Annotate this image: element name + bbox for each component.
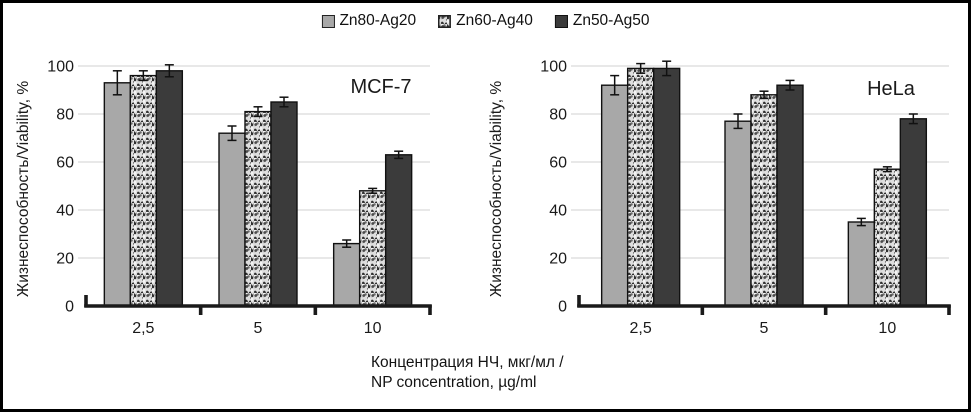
x-tick-label: 2,5 (132, 320, 154, 337)
bar-Zn80-Ag20-2,5 (103, 82, 132, 307)
bar-Zn80-Ag20-5 (218, 132, 246, 307)
legend-item-zn60ag40: Zn60-Ag40 (438, 12, 533, 30)
bar-Zn60-Ag40-5 (244, 110, 272, 307)
chart-mcf7: 0 20 40 60 80 100 Жизнеспособность/Viability, … (15, 59, 432, 337)
legend-label: Zn80-Ag20 (339, 12, 417, 29)
legend-item-zn80ag20: Zn80-Ag20 (321, 12, 416, 30)
chart-hela: 0 20 40 60 80 100 Жизнеспособность/Viability, … (488, 59, 951, 337)
bar-Zn50-Ag50-5 (270, 101, 298, 307)
bar-Zn60-Ag40-5 (750, 94, 778, 307)
bar-Zn50-Ag50-10 (384, 154, 413, 307)
y-tick-label: 40 (549, 203, 567, 220)
x-tick-label: 10 (878, 320, 896, 337)
bar-Zn80-Ag20-10 (847, 221, 876, 307)
x-axis-label-line2: NP concentration, µg/ml (371, 374, 537, 391)
y-axis-label: Жизнеспособность/Viability, % (488, 81, 505, 297)
bar-Zn60-Ag40-2,5 (129, 74, 158, 307)
bar-Zn60-Ag40-2,5 (626, 67, 655, 307)
legend: Zn80-Ag20 Zn60-Ag40 Zn50-Ag50 (321, 12, 650, 30)
bar-Zn50-Ag50-2,5 (652, 67, 681, 307)
bar-Zn50-Ag50-2,5 (155, 70, 184, 307)
legend-swatch-gray-icon (321, 14, 335, 28)
legend-label: Zn60-Ag40 (456, 12, 533, 29)
y-axis-label: Жизнеспособность/Viability, % (15, 81, 32, 297)
bar-Zn80-Ag20-10 (332, 242, 361, 307)
bar-Zn80-Ag20-5 (724, 120, 752, 307)
y-tick-label: 100 (540, 59, 567, 76)
bar-Zn50-Ag50-10 (899, 118, 928, 307)
y-tick-label: 20 (549, 251, 567, 268)
y-tick-label: 40 (56, 203, 74, 220)
y-tick-label: 20 (56, 251, 74, 268)
y-tick-label: 80 (549, 107, 567, 124)
y-tick-label: 60 (56, 155, 74, 172)
legend-swatch-speckled-icon (438, 14, 452, 28)
chart-title: HeLa (867, 78, 916, 100)
y-tick-label: 0 (558, 299, 567, 316)
x-tick-label: 2,5 (630, 320, 652, 337)
x-tick-label: 5 (254, 320, 263, 337)
chart-title: MCF-7 (350, 76, 411, 98)
legend-item-zn50ag50: Zn50-Ag50 (554, 12, 650, 30)
x-tick-label: 10 (364, 320, 382, 337)
x-axis-label: Концентрация НЧ, мкг/мл / NP concentrati… (371, 353, 564, 393)
bar-Zn50-Ag50-5 (776, 84, 804, 307)
legend-swatch-dark-icon (554, 14, 568, 28)
legend-label: Zn50-Ag50 (572, 12, 650, 29)
y-tick-label: 80 (56, 107, 74, 124)
y-tick-label: 100 (47, 59, 74, 76)
bar-Zn80-Ag20-2,5 (600, 84, 629, 307)
x-tick-label: 5 (760, 320, 769, 337)
x-axis-label-line1: Концентрация НЧ, мкг/мл / (371, 354, 564, 371)
y-tick-label: 0 (65, 299, 74, 316)
bar-Zn60-Ag40-10 (873, 168, 902, 307)
y-tick-label: 60 (549, 155, 567, 172)
bar-Zn60-Ag40-10 (358, 190, 387, 307)
